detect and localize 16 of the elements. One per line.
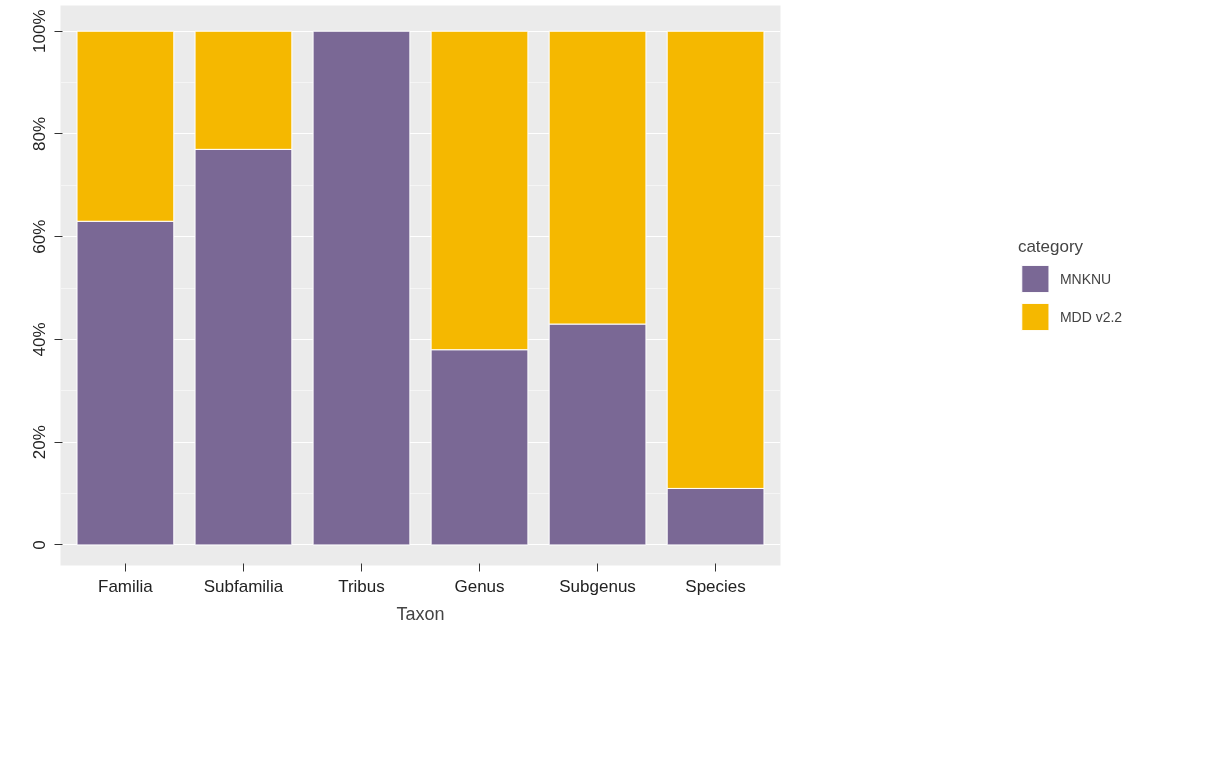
x-tick-label: Subfamilia <box>203 576 284 596</box>
legend-label: MDD v2.2 <box>1059 308 1123 325</box>
y-tick-label: 20% <box>30 425 50 460</box>
y-tick-label: 80% <box>30 116 50 151</box>
y-tick-label: 0 <box>30 540 50 550</box>
y-tick-label: 100% <box>30 9 50 53</box>
x-tick-label: Familia <box>98 576 154 596</box>
x-tick-label: Tribus <box>338 576 385 596</box>
y-tick-label: 60% <box>30 219 50 254</box>
legend-label: MNKNU <box>1059 270 1112 287</box>
legend-title: category <box>1017 236 1085 257</box>
x-tick-label: Genus <box>454 576 505 596</box>
x-tick-label: Species <box>685 576 746 596</box>
y-tick-label: 40% <box>30 322 50 357</box>
x-tick-label: Subgenus <box>559 576 636 596</box>
x-axis-title: Taxon <box>396 603 445 624</box>
